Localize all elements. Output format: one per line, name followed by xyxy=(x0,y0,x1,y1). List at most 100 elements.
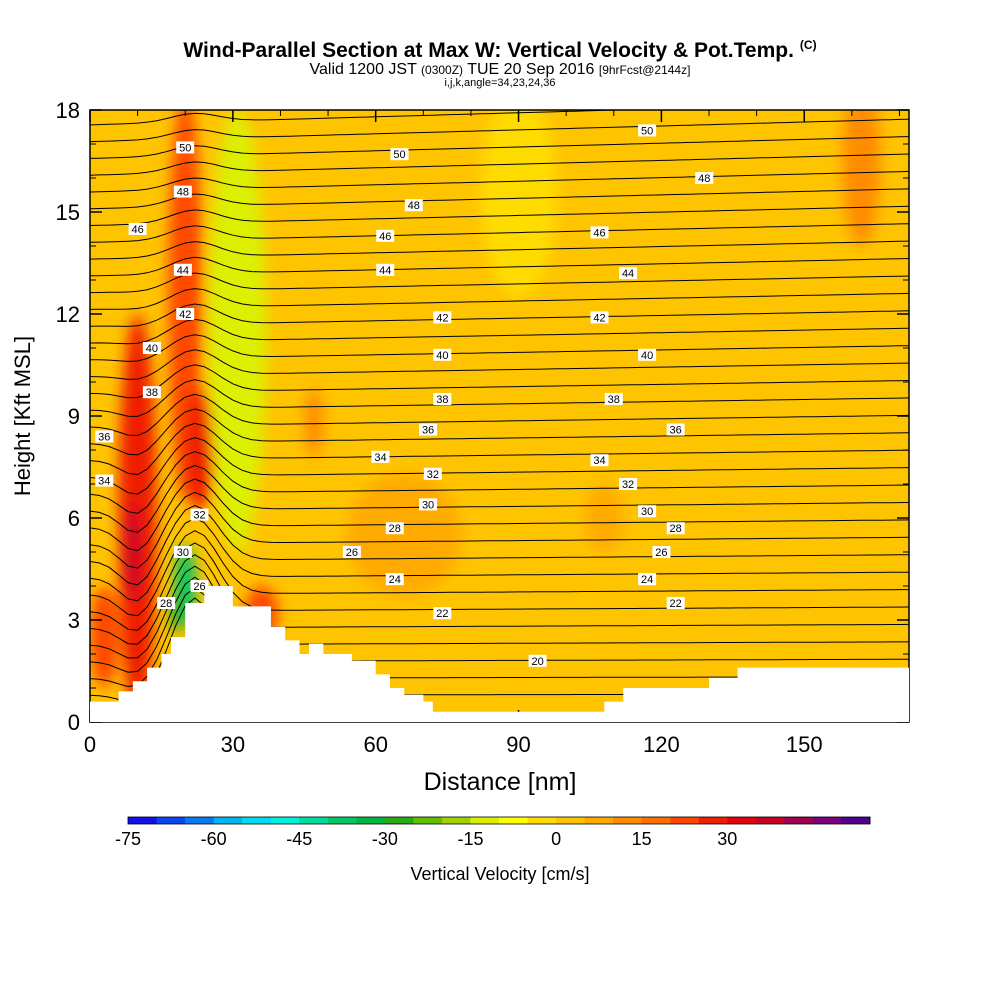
colorbar-swatch xyxy=(613,817,643,824)
velocity-cell xyxy=(209,110,267,552)
theta-label: 30 xyxy=(638,505,657,518)
theta-contour-line xyxy=(90,93,909,108)
theta-label: 46 xyxy=(590,226,609,239)
theta-label-text: 32 xyxy=(427,469,439,481)
theta-label: 44 xyxy=(619,267,638,280)
y-tick-label: 0 xyxy=(68,710,80,735)
theta-contour-line xyxy=(90,153,909,176)
y-tick-label: 12 xyxy=(56,302,80,327)
colorbar-swatch xyxy=(384,817,414,824)
theta-contour-line xyxy=(90,451,909,514)
theta-contour-line xyxy=(90,272,909,294)
y-tick-label: 6 xyxy=(68,506,80,531)
theta-label-text: 26 xyxy=(193,581,205,593)
theta-contour-line xyxy=(90,110,633,126)
theta-label: 46 xyxy=(128,223,147,236)
theta-label-text: 28 xyxy=(160,598,172,610)
theta-label-text: 42 xyxy=(593,312,605,324)
theta-label: 36 xyxy=(419,423,438,437)
theta-label-text: 24 xyxy=(389,574,401,586)
theta-label-text: 26 xyxy=(655,547,667,559)
x-tick-label: 0 xyxy=(84,732,96,757)
theta-contour-line xyxy=(90,334,909,362)
theta-label: 38 xyxy=(433,393,452,406)
velocity-cell xyxy=(90,586,119,688)
theta-contour-line xyxy=(90,364,909,399)
theta-label: 44 xyxy=(173,263,192,277)
theta-label: 50 xyxy=(176,141,195,154)
colorbar-tick-label: -15 xyxy=(457,829,483,849)
colorbar-swatch xyxy=(327,817,357,824)
chart-title: Wind-Parallel Section at Max W: Vertical… xyxy=(0,38,1000,63)
colorbar-swatch xyxy=(527,817,557,824)
theta-label-text: 38 xyxy=(436,394,448,406)
chart-title-text: Wind-Parallel Section at Max W: Vertical… xyxy=(183,39,794,62)
theta-contour-line xyxy=(90,542,909,631)
theta-label-text: 38 xyxy=(146,387,158,399)
theta-contour-line xyxy=(90,504,909,586)
theta-contour-line xyxy=(90,256,909,277)
colorbar-swatch xyxy=(698,817,728,824)
theta-contour-line xyxy=(90,379,909,417)
theta-label: 44 xyxy=(376,263,395,277)
theta-contour-line xyxy=(90,517,909,602)
colorbar-swatch xyxy=(727,817,757,824)
theta-label-text: 22 xyxy=(436,608,448,620)
theta-label: 46 xyxy=(376,229,395,243)
colorbar-tick-label: -45 xyxy=(286,829,312,849)
x-tick-label: 60 xyxy=(363,732,387,757)
theta-label-text: 32 xyxy=(193,510,205,522)
theta-labels: 50 50 50 48 48 48 46 46 46 44 44 44 42 42 42 40 40 40 38 38… xyxy=(95,124,714,668)
theta-label: 40 xyxy=(433,348,452,362)
theta-label-text: 42 xyxy=(179,309,191,321)
theta-label: 34 xyxy=(590,454,609,467)
theta-label-text: 50 xyxy=(179,142,191,154)
theta-label: 24 xyxy=(385,573,404,586)
valid-utc: (0300Z) xyxy=(421,63,464,77)
velocity-cell xyxy=(125,501,140,603)
x-tick-label: 90 xyxy=(506,732,530,757)
theta-label: 36 xyxy=(95,430,114,443)
theta-label-text: 46 xyxy=(131,224,143,236)
colorbar-tick-label: -75 xyxy=(115,829,141,849)
theta-label: 30 xyxy=(173,546,192,559)
theta-contour-line xyxy=(90,223,909,243)
theta-label-text: 30 xyxy=(177,547,189,559)
theta-label-text: 32 xyxy=(622,479,634,491)
theta-contour-line xyxy=(90,118,909,143)
colorbar-swatch xyxy=(784,817,814,824)
theta-label: 50 xyxy=(638,124,657,137)
colorbar-swatch xyxy=(641,817,671,824)
theta-label-text: 26 xyxy=(346,547,358,559)
chart-subtitle: Valid 1200 JST (0300Z) TUE 20 Sep 2016 [… xyxy=(0,61,1000,79)
theta-label: 38 xyxy=(142,386,161,399)
colorbar: -75 -60 -45 -30 -15 0 15 30 xyxy=(115,816,871,849)
x-tick-label: 150 xyxy=(786,732,823,757)
colorbar-label: Vertical Velocity [cm/s] xyxy=(410,864,589,884)
y-tick-label: 15 xyxy=(56,200,80,225)
forecast-info: [9hrFcst@2144z] xyxy=(598,63,691,77)
theta-label: 32 xyxy=(619,478,638,491)
theta-label: 28 xyxy=(666,522,685,535)
colorbar-frame xyxy=(127,816,871,825)
valid-time: Valid 1200 JST xyxy=(309,61,417,78)
theta-label: 26 xyxy=(652,546,671,559)
theta-label-text: 36 xyxy=(98,431,110,443)
theta-label: 26 xyxy=(342,546,361,559)
theta-contour-line xyxy=(90,136,909,159)
theta-contour-line xyxy=(90,288,909,310)
theta-label-text: 50 xyxy=(393,149,405,161)
theta-contour-line xyxy=(90,170,909,193)
theta-label-text: 44 xyxy=(622,268,634,280)
theta-label: 24 xyxy=(638,573,657,586)
y-tick-label: 18 xyxy=(56,98,80,123)
theta-label: 20 xyxy=(528,654,547,668)
theta-label-text: 30 xyxy=(422,499,434,511)
x-tick-label: 30 xyxy=(221,732,245,757)
colorbar-swatch xyxy=(812,817,842,824)
theta-label: 42 xyxy=(176,308,195,321)
theta-label-text: 44 xyxy=(177,265,189,277)
theta-contour-line xyxy=(90,349,909,380)
velocity-cell xyxy=(938,413,957,454)
theta-label-text: 46 xyxy=(593,227,605,239)
